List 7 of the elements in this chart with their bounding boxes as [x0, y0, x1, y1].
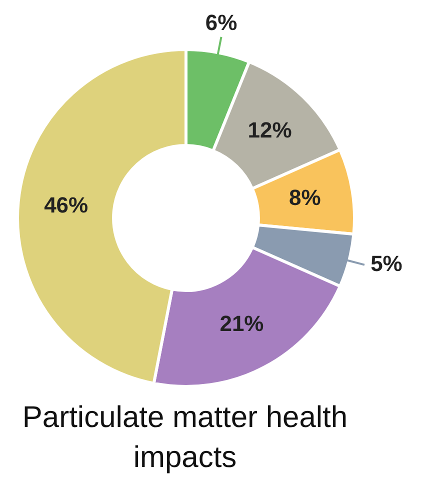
text: Particulate matter health impacts	[21, 400, 349, 476]
data-label: 21%	[220, 310, 264, 336]
data-label: 6%	[205, 10, 238, 35]
data-label: 8%	[289, 184, 321, 210]
data-label: 46%	[44, 192, 88, 218]
data-label: 5%	[370, 250, 402, 276]
data-label: 12%	[248, 118, 292, 143]
